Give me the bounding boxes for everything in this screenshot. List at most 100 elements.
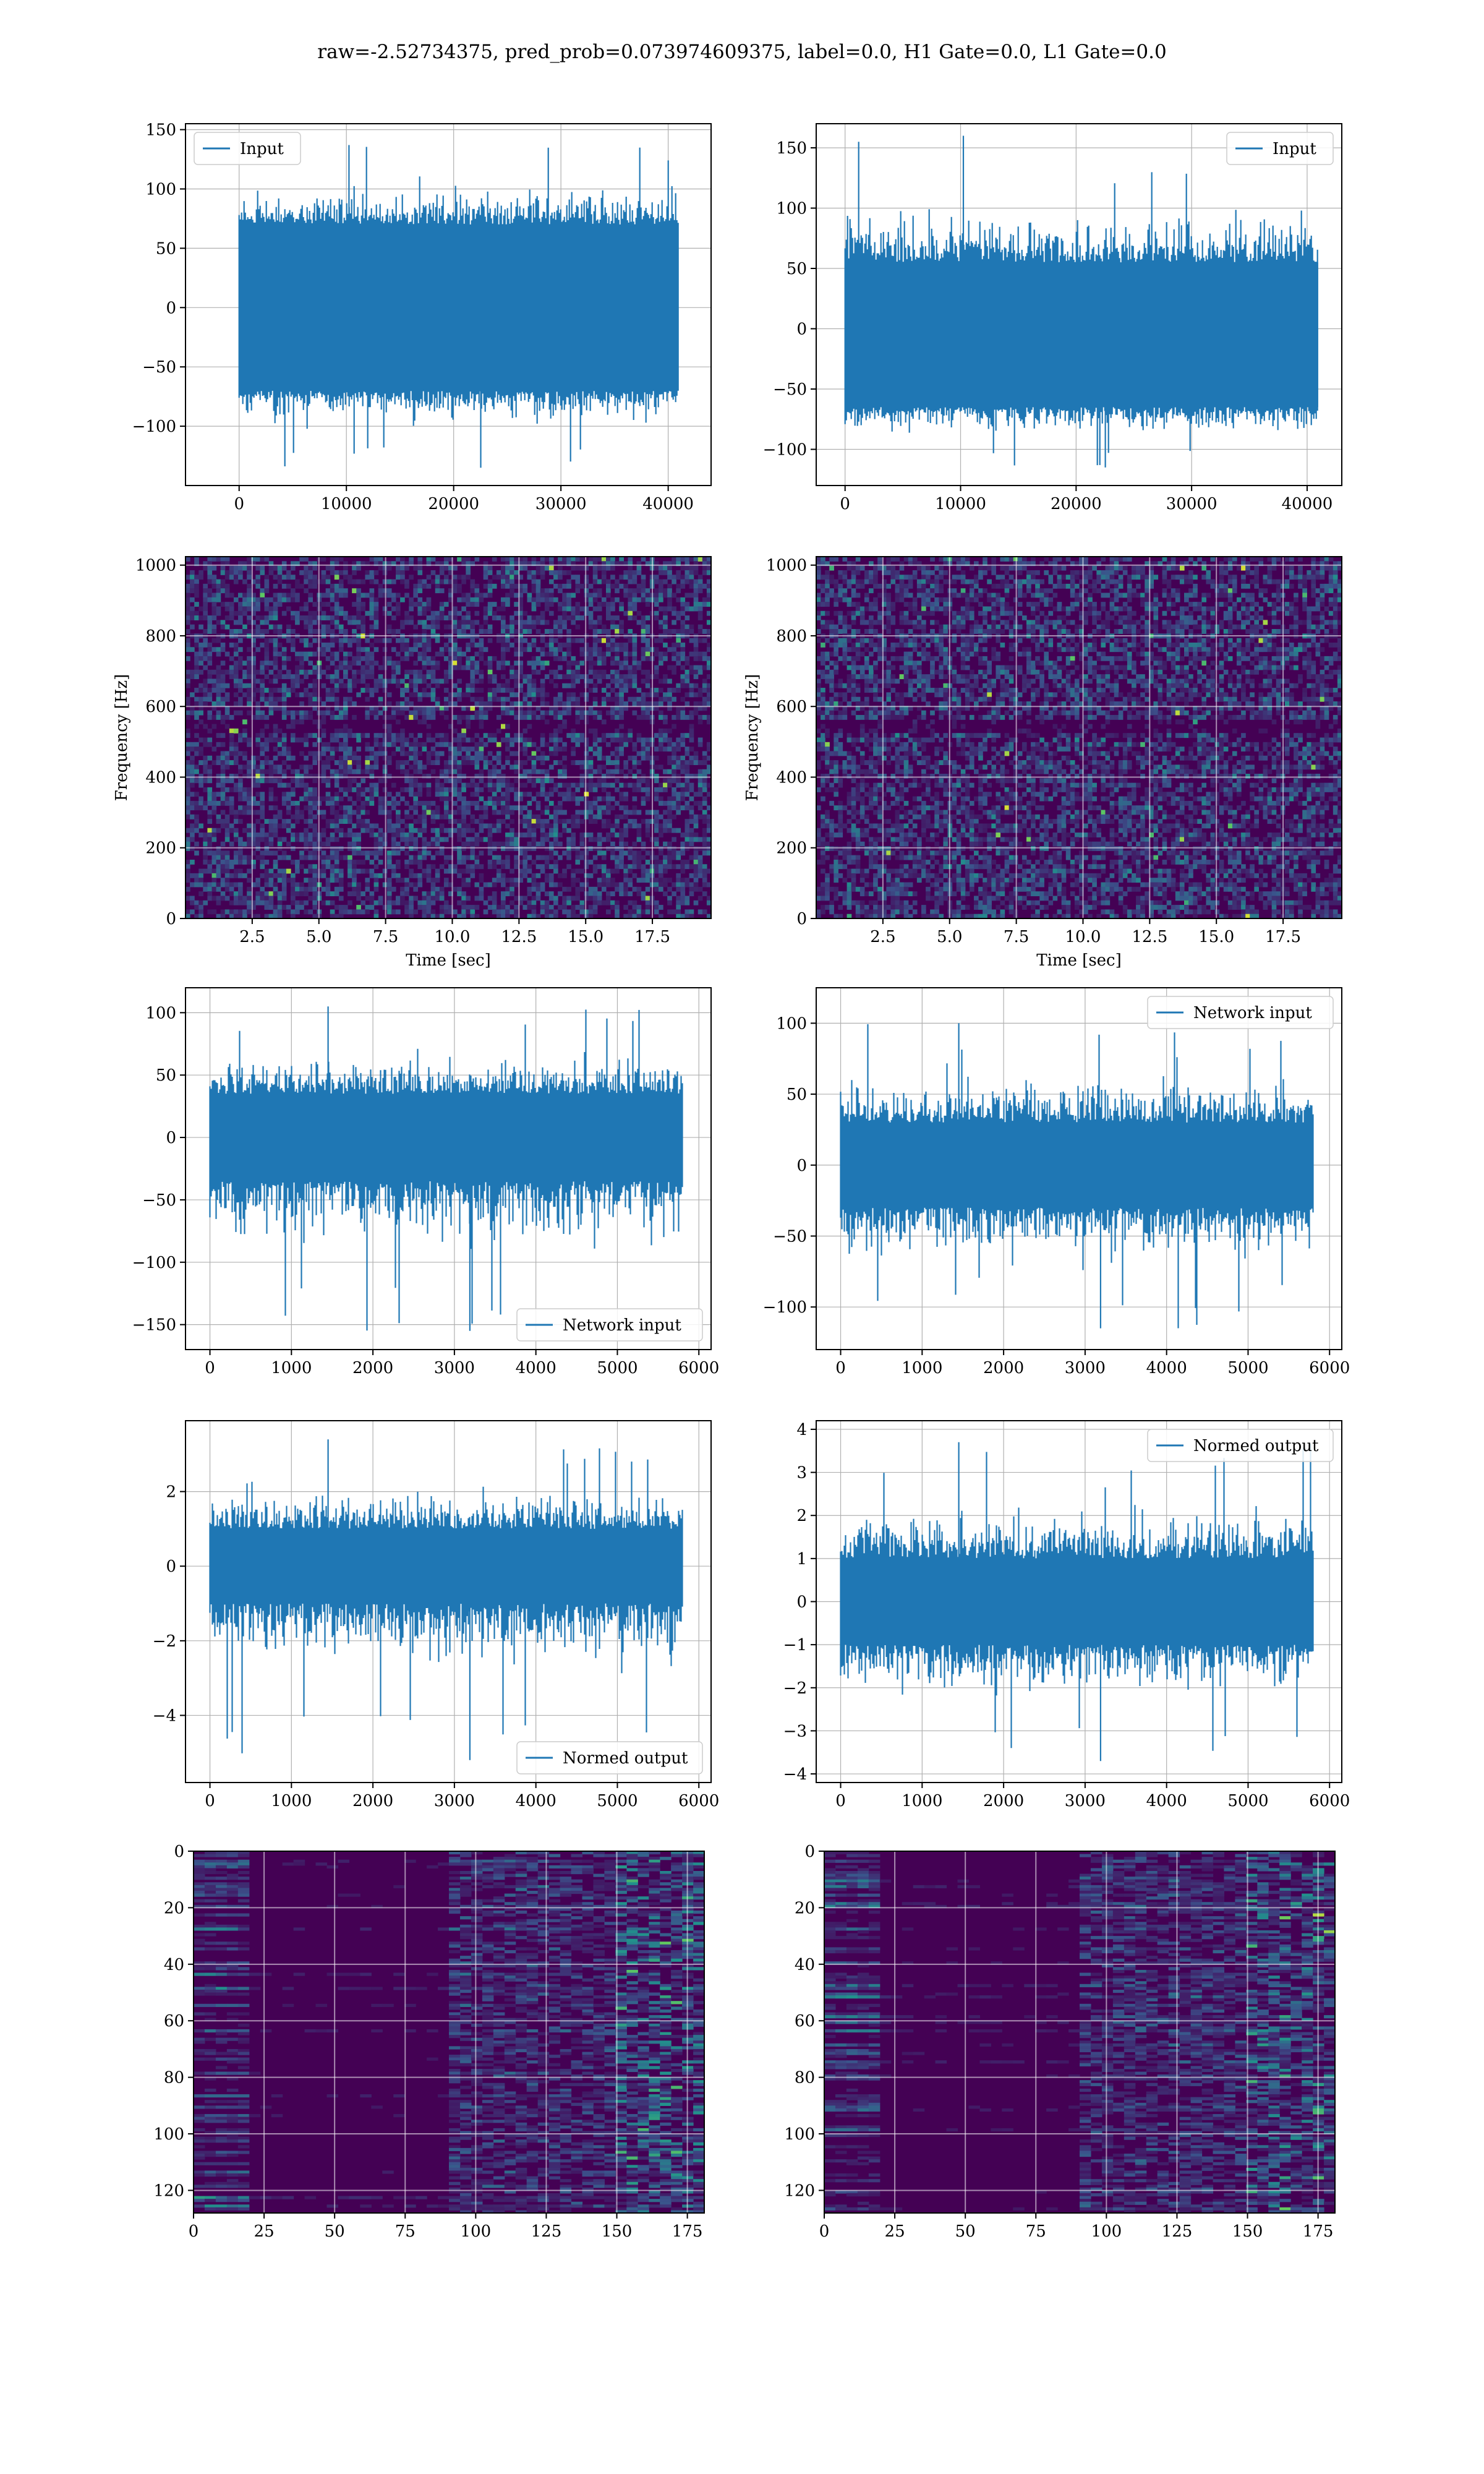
heatmap-cell	[470, 696, 475, 702]
heatmap-cell	[386, 724, 392, 729]
heatmap-cell	[229, 760, 234, 765]
heatmap-cell	[588, 914, 594, 918]
heatmap-cell	[527, 678, 532, 684]
heatmap-cell	[601, 624, 607, 630]
heatmap-cell	[448, 661, 453, 666]
heatmap-cell	[413, 909, 419, 915]
heatmap-cell	[548, 751, 554, 756]
heatmap-cell	[632, 823, 638, 829]
heatmap-cell	[360, 787, 366, 792]
heatmap-cell	[229, 615, 234, 620]
heatmap-cell	[435, 575, 440, 580]
heatmap-cell	[606, 561, 611, 567]
heatmap-cell	[295, 833, 300, 837]
heatmap-cell	[443, 882, 449, 888]
heatmap-cell	[426, 624, 432, 630]
heatmap-cell	[186, 760, 190, 765]
heatmap-cell	[632, 914, 638, 918]
heatmap-cell	[505, 891, 510, 897]
heatmap-cell	[426, 905, 432, 910]
heatmap-cell	[304, 819, 309, 824]
heatmap-cell	[277, 651, 283, 657]
heatmap-cell	[330, 747, 335, 752]
heatmap-cell	[356, 661, 361, 666]
heatmap-cell	[535, 714, 541, 720]
heatmap-cell	[474, 841, 480, 847]
heatmap-cell	[186, 814, 190, 820]
heatmap-cell	[426, 615, 432, 620]
heatmap-cell	[264, 588, 270, 594]
heatmap-cell	[207, 696, 213, 702]
heatmap-cell	[308, 579, 313, 584]
heatmap-cell	[597, 669, 602, 675]
heatmap-cell	[457, 737, 462, 743]
heatmap-cell	[273, 629, 278, 634]
heatmap-cell	[207, 674, 213, 680]
heatmap-cell	[378, 701, 383, 706]
heatmap-cell	[312, 841, 318, 847]
heatmap-cell	[325, 823, 331, 829]
heatmap-cell	[453, 864, 458, 870]
heatmap-cell	[571, 565, 576, 571]
heatmap-cell	[636, 769, 642, 774]
heatmap-cell	[325, 800, 331, 806]
heatmap-cell	[216, 868, 221, 874]
heatmap-cell	[255, 896, 261, 901]
heatmap-cell	[391, 909, 396, 915]
heatmap-cell	[391, 737, 396, 743]
heatmap-cell	[404, 787, 409, 792]
heatmap-cell	[597, 778, 602, 784]
heatmap-cell	[247, 669, 252, 675]
heatmap-cell	[216, 760, 221, 765]
heatmap-cell	[229, 669, 234, 675]
heatmap-cell	[544, 602, 550, 607]
heatmap-cell	[518, 714, 524, 720]
heatmap-cell	[378, 796, 383, 802]
heatmap-cell	[544, 769, 550, 774]
heatmap-cell	[597, 678, 602, 684]
heatmap-cell	[453, 886, 458, 892]
heatmap-cell	[501, 737, 506, 743]
heatmap-cell	[645, 701, 650, 706]
heatmap-cell	[518, 597, 524, 602]
heatmap-cell	[190, 882, 195, 888]
heatmap-cell	[255, 810, 261, 815]
heatmap-cell	[194, 733, 199, 738]
heatmap-cell	[518, 796, 524, 802]
heatmap-cell	[592, 588, 598, 594]
heatmap-cell	[251, 837, 256, 842]
heatmap-cell	[566, 593, 571, 598]
heatmap-cell	[453, 714, 458, 720]
heatmap-cell	[505, 810, 510, 815]
heatmap-cell	[413, 819, 419, 824]
heatmap-cell	[352, 701, 357, 706]
heatmap-cell	[518, 896, 524, 901]
heatmap-cell	[426, 792, 432, 797]
heatmap-cell	[216, 606, 221, 612]
heatmap-cell	[518, 878, 524, 883]
heatmap-cell	[330, 864, 335, 870]
heatmap-cell	[233, 819, 239, 824]
heatmap-cell	[439, 814, 445, 820]
heatmap-cell	[286, 688, 291, 693]
heatmap-cell	[400, 620, 405, 625]
heatmap-cell	[641, 647, 646, 653]
heatmap-cell	[273, 602, 278, 607]
heatmap-cell	[233, 610, 239, 616]
heatmap-cell	[264, 737, 270, 743]
heatmap-cell	[514, 846, 519, 851]
heatmap-cell	[264, 602, 270, 607]
heatmap-cell	[610, 674, 615, 680]
heatmap-cell	[575, 878, 581, 883]
heatmap-cell	[514, 859, 519, 865]
heatmap-cell	[623, 914, 629, 918]
heatmap-cell	[321, 796, 326, 802]
heatmap-cell	[190, 792, 195, 797]
heatmap-cell	[439, 846, 445, 851]
heatmap-cell	[321, 900, 326, 905]
heatmap-cell	[527, 701, 532, 706]
heatmap-cell	[373, 610, 379, 616]
heatmap-cell	[501, 900, 506, 905]
heatmap-cell	[474, 837, 480, 842]
heatmap-cell	[334, 828, 339, 833]
